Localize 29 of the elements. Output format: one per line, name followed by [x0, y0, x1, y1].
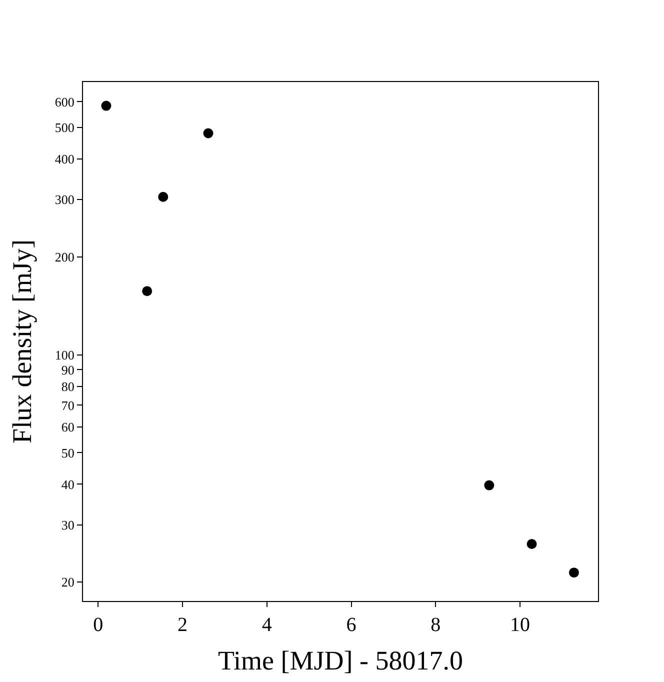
x-axis-title: Time [MJD] - 58017.0	[218, 645, 464, 676]
y-tick-label: 20	[61, 574, 74, 590]
y-tick-label: 30	[61, 517, 74, 532]
x-tick-label: 2	[178, 614, 188, 636]
y-tick-label: 60	[61, 420, 74, 435]
y-tick-label: 80	[61, 378, 74, 394]
point	[142, 286, 152, 296]
point	[158, 192, 168, 202]
point	[101, 100, 112, 111]
y-tick-label: 200	[54, 249, 74, 264]
x-tick-label: 6	[346, 614, 356, 636]
point	[484, 480, 494, 490]
x-tick-label: 10	[510, 614, 530, 636]
y-tick-label: 100	[54, 347, 74, 362]
y-tick-label: 90	[61, 362, 74, 378]
y-tick-label: 600	[54, 94, 74, 110]
y-tick-label: 70	[61, 398, 74, 413]
y-tick-label: 40	[61, 476, 74, 492]
point	[203, 128, 214, 138]
y-tick-label: 300	[54, 192, 74, 208]
point	[526, 539, 537, 549]
y-tick-label: 500	[54, 120, 74, 136]
y-axis-title: Flux density [mJy]	[6, 239, 37, 444]
x-tick-label: 0	[93, 614, 104, 636]
y-tick-label: 400	[54, 152, 74, 167]
y-tick-label: 50	[61, 445, 74, 460]
point	[568, 568, 579, 578]
x-tick-label: 8	[430, 614, 441, 636]
x-tick-label: 4	[262, 614, 272, 636]
